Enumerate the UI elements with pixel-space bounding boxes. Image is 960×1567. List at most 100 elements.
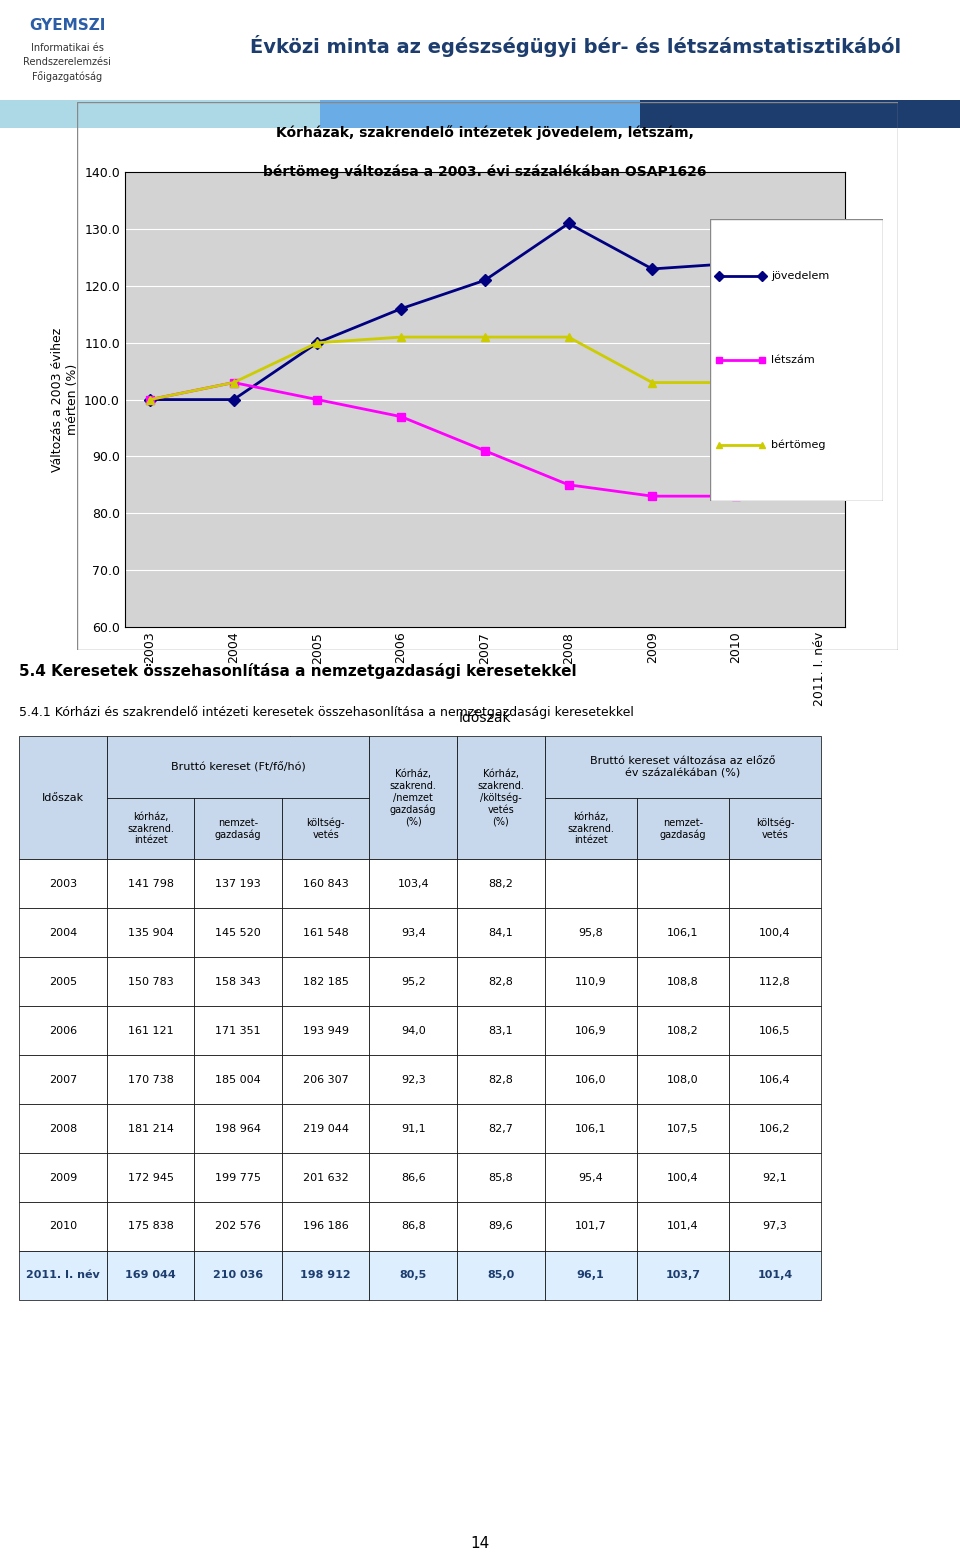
- Text: 97,3: 97,3: [762, 1221, 787, 1232]
- Text: 91,1: 91,1: [401, 1124, 425, 1133]
- Text: 110,9: 110,9: [575, 976, 607, 987]
- Bar: [729, 859, 821, 909]
- Text: 182 185: 182 185: [302, 976, 348, 987]
- Bar: [636, 798, 729, 859]
- Text: 14: 14: [470, 1536, 490, 1551]
- Bar: [370, 1153, 457, 1202]
- Text: 170 738: 170 738: [128, 1075, 174, 1084]
- Bar: [282, 1202, 370, 1250]
- X-axis label: Időszak: Időszak: [459, 711, 511, 726]
- Text: 80,5: 80,5: [399, 1271, 427, 1280]
- Text: nemzet-
gazdaság: nemzet- gazdaság: [660, 818, 706, 840]
- Bar: [194, 798, 282, 859]
- Bar: [729, 1055, 821, 1105]
- Y-axis label: Változás a 2003 évihez
mérten (%): Változás a 2003 évihez mérten (%): [51, 328, 79, 472]
- Bar: [107, 859, 194, 909]
- Bar: [636, 1055, 729, 1105]
- Text: 158 343: 158 343: [215, 976, 261, 987]
- Bar: [194, 1202, 282, 1250]
- Bar: [19, 1153, 107, 1202]
- Text: Kórház,
szakrend.
/nemzet
gazdaság
(%): Kórház, szakrend. /nemzet gazdaság (%): [390, 769, 437, 826]
- Text: 106,1: 106,1: [667, 928, 699, 937]
- Text: 82,7: 82,7: [489, 1124, 514, 1133]
- Text: 193 949: 193 949: [302, 1026, 348, 1036]
- Bar: [19, 736, 107, 859]
- Bar: [370, 859, 457, 909]
- Text: 141 798: 141 798: [128, 879, 174, 888]
- Text: 95,2: 95,2: [401, 976, 425, 987]
- Bar: [19, 859, 107, 909]
- Bar: [544, 859, 636, 909]
- Text: Kórházak, szakrendelő intézetek jövedelem, létszám,: Kórházak, szakrendelő intézetek jövedele…: [276, 125, 694, 139]
- Text: 106,4: 106,4: [759, 1075, 791, 1084]
- Text: 161 121: 161 121: [128, 1026, 174, 1036]
- Text: 2009: 2009: [49, 1172, 77, 1183]
- Bar: [194, 1153, 282, 1202]
- Bar: [544, 1105, 636, 1153]
- Bar: [107, 1250, 194, 1301]
- Text: 92,1: 92,1: [762, 1172, 787, 1183]
- Text: létszám: létszám: [771, 356, 815, 365]
- Bar: [729, 957, 821, 1006]
- Bar: [107, 1006, 194, 1055]
- Bar: [640, 100, 960, 128]
- Text: Évközi minta az egészségügyi bér- és létszámstatisztikából: Évközi minta az egészségügyi bér- és lét…: [251, 34, 901, 56]
- Bar: [194, 1105, 282, 1153]
- Bar: [729, 1153, 821, 1202]
- Text: 101,4: 101,4: [667, 1221, 699, 1232]
- Bar: [636, 957, 729, 1006]
- Bar: [107, 1055, 194, 1105]
- Bar: [544, 1055, 636, 1105]
- Bar: [19, 957, 107, 1006]
- Text: Bruttó kereset változása az előző
év százalékában (%): Bruttó kereset változása az előző év szá…: [590, 757, 776, 777]
- Text: nemzet-
gazdaság: nemzet- gazdaság: [215, 818, 261, 840]
- Text: 171 351: 171 351: [215, 1026, 261, 1036]
- Text: 2004: 2004: [49, 928, 77, 937]
- Bar: [194, 909, 282, 957]
- Text: 202 576: 202 576: [215, 1221, 261, 1232]
- Text: 100,4: 100,4: [667, 1172, 699, 1183]
- Text: 2006: 2006: [49, 1026, 77, 1036]
- Text: 145 520: 145 520: [215, 928, 261, 937]
- Bar: [544, 798, 636, 859]
- Text: költség-
vetés: költség- vetés: [306, 818, 345, 840]
- Bar: [19, 909, 107, 957]
- Bar: [457, 859, 544, 909]
- Bar: [457, 1105, 544, 1153]
- Bar: [636, 859, 729, 909]
- Bar: [636, 1153, 729, 1202]
- Bar: [0, 100, 320, 128]
- Bar: [544, 1006, 636, 1055]
- Text: 86,6: 86,6: [401, 1172, 425, 1183]
- Text: 5.4.1 Kórházi és szakrendelő intézeti keresetek összehasonlítása a nemzetgazdasá: 5.4.1 Kórházi és szakrendelő intézeti ke…: [19, 707, 634, 719]
- Bar: [107, 736, 370, 798]
- Bar: [636, 1202, 729, 1250]
- Text: 106,9: 106,9: [575, 1026, 607, 1036]
- Text: 219 044: 219 044: [302, 1124, 348, 1133]
- Text: 108,8: 108,8: [667, 976, 699, 987]
- Text: Rendszerelemzési: Rendszerelemzési: [23, 56, 111, 67]
- Text: (A kórház, szakrendelő intézeti adatok a MÁK számfejtésű intézetek adatai, OSAP : (A kórház, szakrendelő intézeti adatok a…: [19, 736, 570, 751]
- Text: 160 843: 160 843: [302, 879, 348, 888]
- Text: 181 214: 181 214: [128, 1124, 174, 1133]
- Bar: [282, 798, 370, 859]
- Bar: [107, 957, 194, 1006]
- Bar: [544, 736, 821, 798]
- Bar: [194, 1055, 282, 1105]
- Text: 92,3: 92,3: [401, 1075, 425, 1084]
- Text: 185 004: 185 004: [215, 1075, 261, 1084]
- Text: 86,8: 86,8: [401, 1221, 425, 1232]
- Text: 172 945: 172 945: [128, 1172, 174, 1183]
- Text: jövedelem: jövedelem: [771, 271, 829, 280]
- Bar: [19, 1006, 107, 1055]
- Bar: [282, 957, 370, 1006]
- Bar: [636, 1105, 729, 1153]
- Bar: [457, 1153, 544, 1202]
- Bar: [320, 100, 640, 128]
- Text: 169 044: 169 044: [125, 1271, 176, 1280]
- Text: bértömeg: bértömeg: [771, 440, 826, 450]
- Text: 101,7: 101,7: [575, 1221, 607, 1232]
- Bar: [457, 1006, 544, 1055]
- Bar: [282, 909, 370, 957]
- Text: 101,4: 101,4: [757, 1271, 793, 1280]
